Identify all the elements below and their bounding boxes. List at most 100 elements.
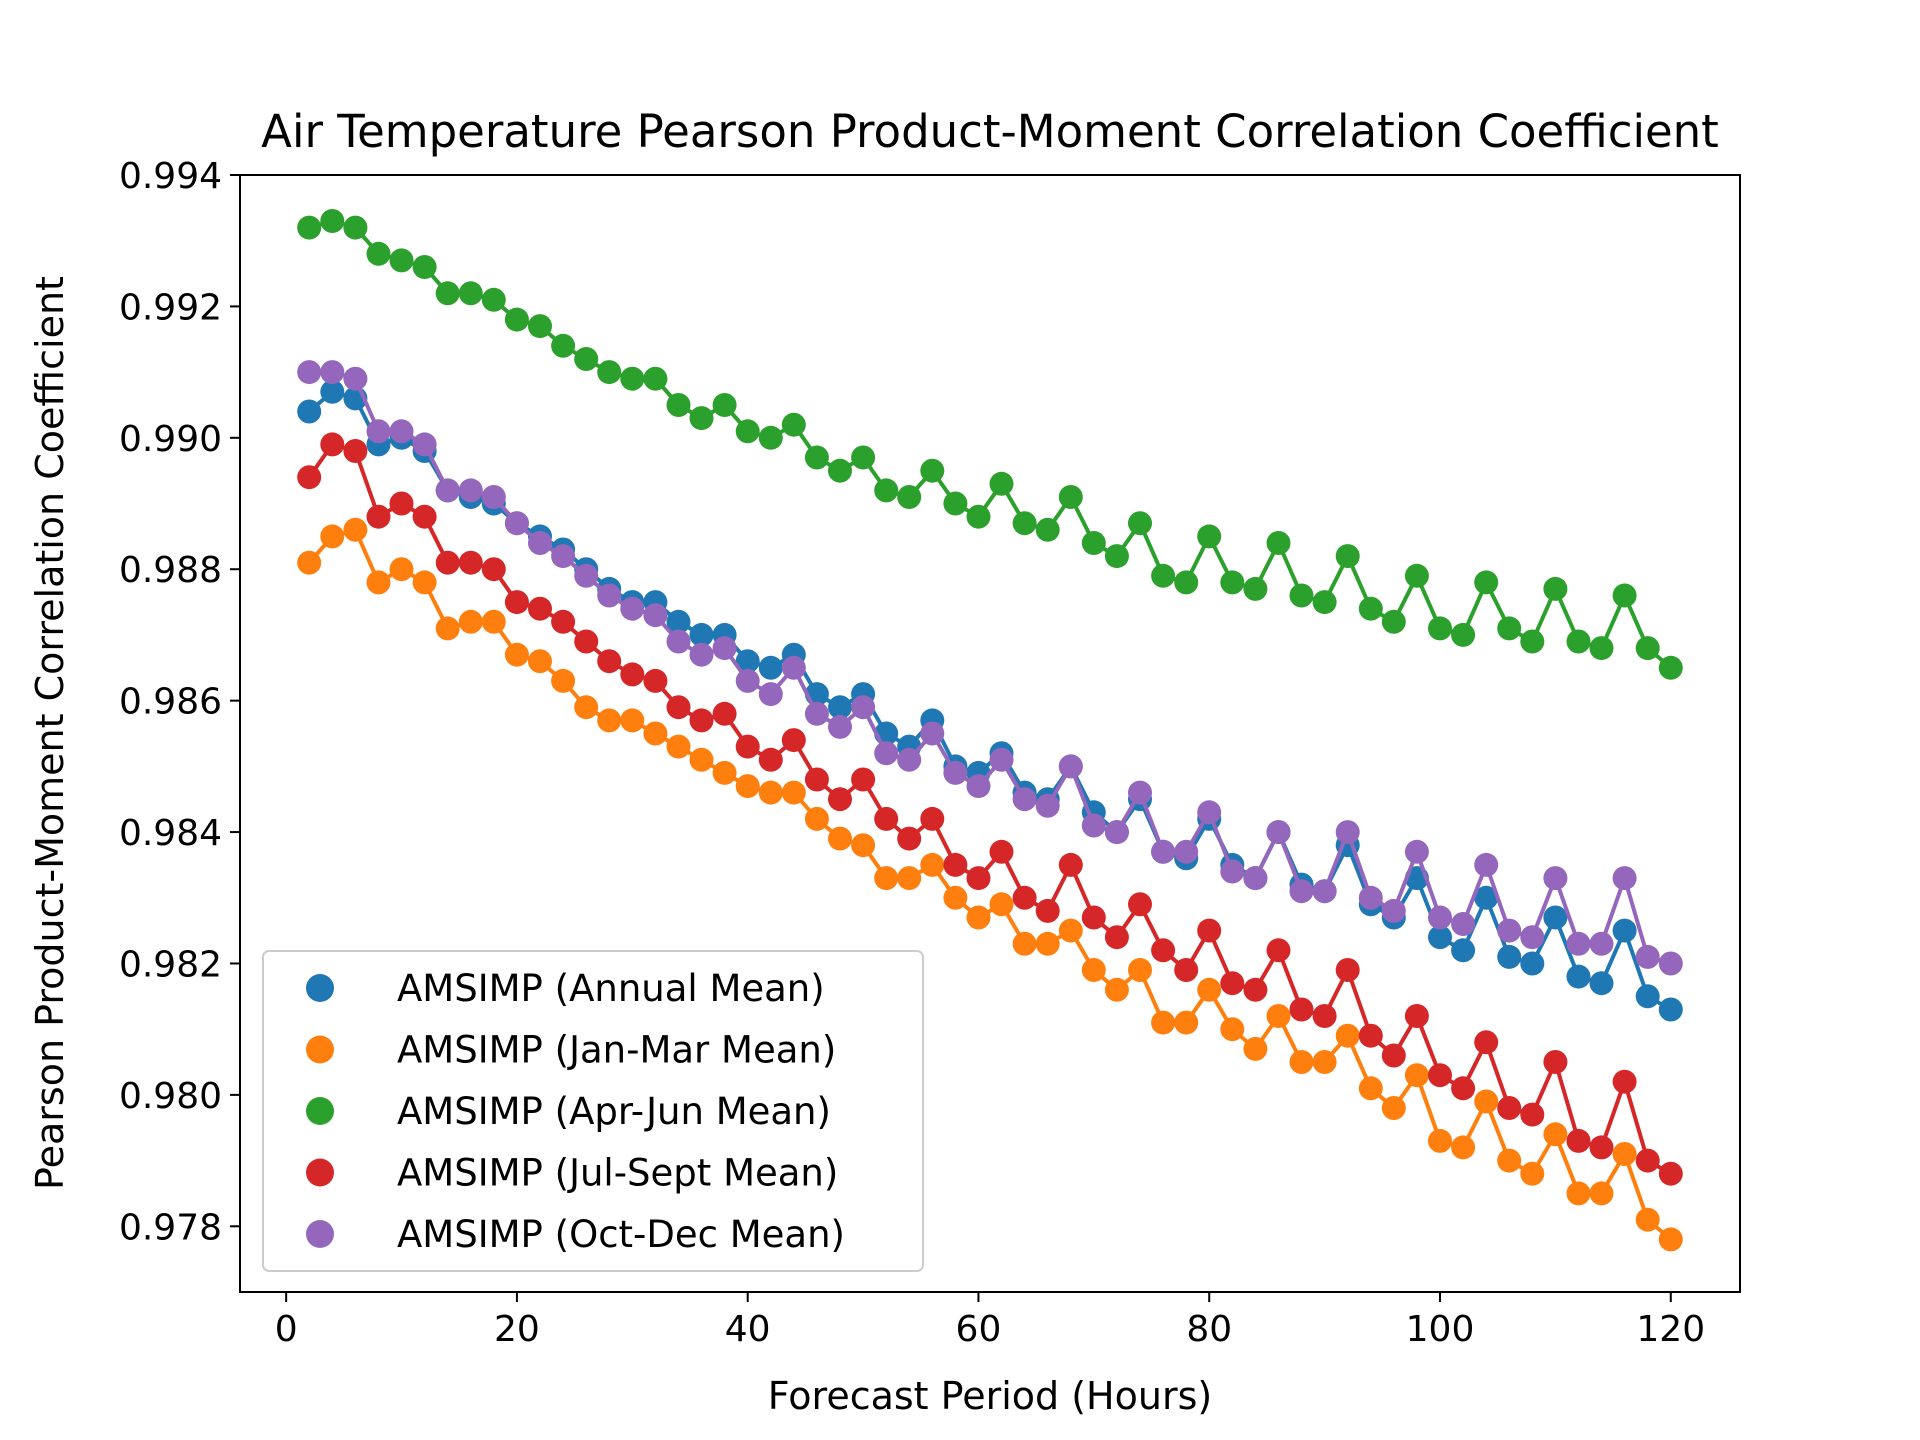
- data-point: [666, 393, 691, 417]
- data-point: [412, 432, 437, 457]
- legend-label: AMSIMP (Apr-Jun Mean): [397, 1090, 831, 1133]
- data-point: [1220, 859, 1245, 884]
- data-point: [897, 747, 922, 772]
- data-point: [828, 458, 852, 483]
- data-point: [804, 445, 829, 470]
- data-point: [574, 629, 599, 654]
- legend-marker: [306, 1158, 334, 1187]
- data-point: [666, 734, 691, 759]
- data-point: [1658, 951, 1683, 976]
- chart-title: Air Temperature Pearson Product-Moment C…: [261, 105, 1719, 158]
- data-point: [320, 209, 345, 233]
- data-point: [320, 379, 345, 404]
- data-point: [989, 839, 1014, 864]
- x-tick-label: 80: [1186, 1309, 1232, 1350]
- data-point: [1104, 925, 1129, 950]
- data-point: [712, 636, 737, 661]
- x-axis-label: Forecast Period (Hours): [768, 1374, 1212, 1418]
- data-point: [1012, 511, 1037, 536]
- data-point: [804, 701, 829, 726]
- data-point: [551, 333, 576, 358]
- data-point: [389, 557, 414, 582]
- data-point: [597, 360, 622, 385]
- data-point: [1035, 793, 1060, 818]
- x-tick-label: 60: [956, 1309, 1002, 1350]
- data-point: [920, 852, 945, 877]
- data-point: [1520, 629, 1545, 654]
- legend-label: AMSIMP (Oct-Dec Mean): [397, 1213, 845, 1256]
- x-tick-label: 40: [725, 1309, 771, 1350]
- data-point: [597, 708, 622, 733]
- data-point: [1589, 931, 1614, 956]
- data-point: [666, 609, 691, 634]
- data-point: [458, 478, 483, 503]
- data-point: [1335, 544, 1360, 569]
- data-point: [897, 485, 922, 509]
- y-axis-label: Pearson Product-Moment Correlation Coeff…: [28, 276, 72, 1190]
- data-point: [297, 465, 322, 490]
- data-point: [1474, 570, 1499, 595]
- data-point: [528, 531, 552, 555]
- data-point: [343, 517, 368, 542]
- data-point: [320, 524, 345, 549]
- y-axis-ticks: 0.978 0.980 0.982 0.984 0.986 0.988 0.990 0.992…: [119, 156, 240, 1248]
- data-point: [1404, 1063, 1429, 1088]
- data-point: [1266, 820, 1291, 845]
- data-point: [1658, 997, 1683, 1022]
- data-point: [781, 728, 806, 753]
- data-point: [1220, 570, 1245, 595]
- x-tick-label: 100: [1406, 1309, 1475, 1350]
- data-point: [1358, 596, 1383, 621]
- data-point: [735, 419, 760, 444]
- data-point: [1335, 958, 1360, 982]
- data-point: [1428, 905, 1452, 930]
- x-axis-ticks: 0 20 40 60 80 100 120: [275, 1292, 1705, 1350]
- data-point: [366, 504, 391, 529]
- data-point: [1474, 852, 1499, 877]
- data-point: [1104, 977, 1129, 1002]
- legend-label: AMSIMP (Jan-Mar Mean): [397, 1029, 836, 1072]
- data-point: [1243, 866, 1268, 891]
- data-point: [758, 655, 783, 680]
- legend-box: [262, 950, 924, 1272]
- y-tick-label: 0.980: [119, 1076, 222, 1117]
- y-tick-label: 0.990: [119, 419, 222, 460]
- data-point: [366, 570, 391, 595]
- data-point: [481, 609, 506, 634]
- data-point: [1035, 517, 1060, 542]
- data-point: [735, 649, 760, 674]
- data-point: [1220, 971, 1245, 996]
- data-point: [758, 747, 783, 772]
- data-point: [666, 629, 691, 654]
- data-point: [1058, 852, 1083, 877]
- data-point: [1566, 629, 1591, 654]
- data-point: [343, 366, 368, 391]
- data-point: [1266, 938, 1291, 963]
- data-point: [1197, 918, 1222, 943]
- data-point: [1404, 839, 1429, 864]
- data-point: [1289, 997, 1314, 1022]
- data-point: [758, 682, 783, 707]
- data-point: [1520, 1102, 1545, 1127]
- legend-label: AMSIMP (Annual Mean): [397, 967, 825, 1010]
- data-point: [343, 439, 368, 463]
- data-point: [1312, 590, 1337, 615]
- data-point: [412, 504, 437, 529]
- data-point: [1128, 892, 1152, 917]
- data-point: [966, 905, 991, 930]
- data-point: [735, 774, 760, 799]
- data-point: [1128, 958, 1152, 982]
- data-point: [1312, 879, 1337, 904]
- data-point: [481, 287, 506, 312]
- data-point: [1451, 1076, 1476, 1101]
- data-point: [943, 760, 968, 785]
- data-point: [943, 852, 968, 877]
- data-point: [504, 307, 529, 332]
- data-point: [1566, 1128, 1591, 1153]
- data-point: [1543, 1122, 1568, 1147]
- data-point: [1012, 885, 1037, 910]
- data-point: [1035, 898, 1060, 923]
- data-point: [712, 760, 737, 785]
- data-point: [1174, 839, 1199, 864]
- data-point: [1266, 531, 1291, 555]
